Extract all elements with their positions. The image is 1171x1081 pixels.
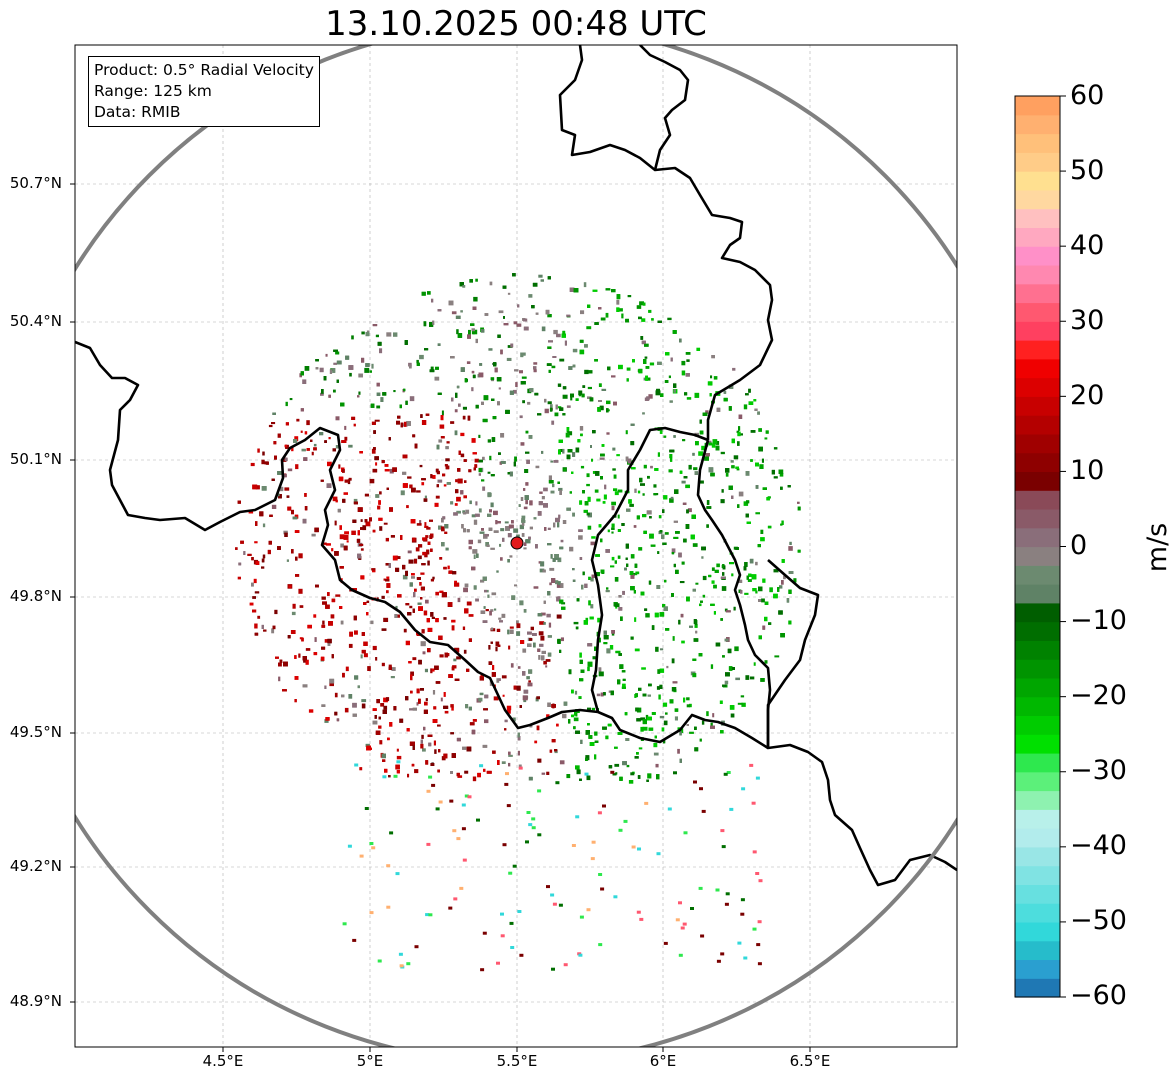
colorbar-segment: [1015, 809, 1060, 829]
lon-label: 5°E: [356, 1052, 384, 1070]
border-be-fr-west: [75, 340, 599, 730]
colorbar-segment: [1015, 96, 1060, 116]
colorbar-segment: [1015, 565, 1060, 585]
colorbar-segment: [1015, 527, 1060, 548]
colorbar-segment: [1015, 302, 1060, 322]
lat-label: 48.9°N: [9, 992, 62, 1010]
lat-label: 49.8°N: [9, 587, 62, 605]
border-lu-east: [696, 439, 772, 748]
colorbar-segment: [1015, 884, 1060, 904]
colorbar-segment: [1015, 264, 1060, 285]
colorbar-segment: [1015, 640, 1060, 660]
colorbar-segment: [1015, 377, 1060, 397]
colorbar-segment: [1015, 584, 1060, 604]
axis-ticks: [70, 183, 811, 1052]
colorbar-segment: [1015, 734, 1060, 754]
colorbar-segment: [1015, 903, 1060, 923]
colorbar-tick-label: 0: [1070, 530, 1088, 561]
colorbar-segment: [1015, 752, 1060, 773]
colorbar-segment: [1015, 433, 1060, 454]
colorbar-tick-label: 50: [1070, 155, 1105, 186]
colorbar-segment: [1015, 133, 1060, 153]
lat-label: 50.4°N: [9, 312, 62, 330]
colorbar-tick-label: −40: [1070, 830, 1127, 861]
lat-label: 50.1°N: [9, 450, 62, 468]
info-product: Product: 0.5° Radial Velocity: [94, 61, 314, 79]
lat-label: 49.5°N: [9, 723, 62, 741]
colorbar-segment: [1015, 771, 1060, 792]
colorbar-segment: [1015, 340, 1060, 360]
colorbar-segment: [1015, 114, 1060, 135]
lon-label: 5.5°E: [496, 1052, 538, 1070]
colorbar-segment: [1015, 508, 1060, 529]
colorbar-segment: [1015, 396, 1060, 416]
colorbar-segment: [1015, 921, 1060, 942]
colorbar-segment: [1015, 846, 1060, 867]
colorbar-segment: [1015, 677, 1060, 698]
colorbar-segment: [1015, 790, 1060, 810]
colorbar: [1015, 96, 1060, 998]
colorbar-segment: [1015, 452, 1060, 473]
info-range: Range: 125 km: [94, 82, 212, 100]
map-title: 13.10.2025 00:48 UTC: [325, 4, 707, 44]
colorbar-segment: [1015, 208, 1060, 228]
gridlines: [75, 45, 957, 1047]
lon-label: 6.5°E: [789, 1052, 831, 1070]
border-lu-west: [590, 426, 709, 713]
colorbar-segment: [1015, 171, 1060, 191]
colorbar-segment: [1015, 659, 1060, 679]
colorbar-tick-label: −60: [1070, 980, 1127, 1011]
colorbar-segment: [1015, 471, 1060, 491]
colorbar-segment: [1015, 602, 1060, 623]
colorbar-tick-label: 20: [1070, 380, 1105, 411]
lon-label: 4.5°E: [202, 1052, 244, 1070]
colorbar-segment: [1015, 959, 1060, 979]
colorbar-segment: [1015, 283, 1060, 304]
colorbar-segment: [1015, 189, 1060, 210]
colorbar-tick-label: −50: [1070, 905, 1127, 936]
info-box: Product: 0.5° Radial Velocity Range: 125…: [88, 56, 320, 127]
colorbar-segment: [1015, 715, 1060, 735]
radar-echo-layer: [235, 273, 801, 972]
colorbar-segment: [1015, 152, 1060, 172]
colorbar-tick-label: −30: [1070, 755, 1127, 786]
lat-label: 50.7°N: [9, 174, 62, 192]
colorbar-tick-label: 30: [1070, 305, 1105, 336]
border-lu-south: [597, 710, 769, 750]
colorbar-segment: [1015, 490, 1060, 510]
lat-label: 49.2°N: [9, 857, 62, 875]
country-borders: [75, 45, 957, 887]
colorbar-segment: [1015, 358, 1060, 379]
colorbar-tick-label: −20: [1070, 680, 1127, 711]
border-de-be: [558, 45, 774, 440]
colorbar-segment: [1015, 546, 1060, 566]
border-de-lu-fr: [766, 559, 957, 887]
colorbar-segment: [1015, 828, 1060, 848]
info-data-source: Data: RMIB: [94, 103, 181, 121]
colorbar-segment: [1015, 978, 1060, 998]
colorbar-segment: [1015, 865, 1060, 885]
colorbar-segment: [1015, 621, 1060, 641]
plot-frame: [74, 44, 958, 1048]
colorbar-segment: [1015, 321, 1060, 341]
colorbar-segment: [1015, 415, 1060, 435]
lon-label: 6°E: [649, 1052, 677, 1070]
colorbar-segment: [1015, 246, 1060, 266]
colorbar-segment: [1015, 940, 1060, 961]
colorbar-segment: [1015, 227, 1060, 247]
radar-site-marker: [510, 536, 524, 550]
colorbar-unit-label: m/s: [1142, 522, 1171, 573]
colorbar-tick-label: 60: [1070, 80, 1105, 111]
border-de-nl: [639, 45, 690, 171]
colorbar-segment: [1015, 696, 1060, 717]
colorbar-tick-label: 10: [1070, 455, 1105, 486]
colorbar-tick-label: 40: [1070, 230, 1105, 261]
colorbar-tick-label: −10: [1070, 605, 1127, 636]
colorbar-ticks: [1060, 95, 1066, 998]
